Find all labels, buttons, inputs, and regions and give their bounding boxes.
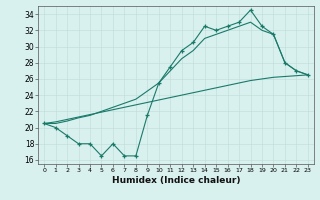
X-axis label: Humidex (Indice chaleur): Humidex (Indice chaleur) [112,176,240,185]
